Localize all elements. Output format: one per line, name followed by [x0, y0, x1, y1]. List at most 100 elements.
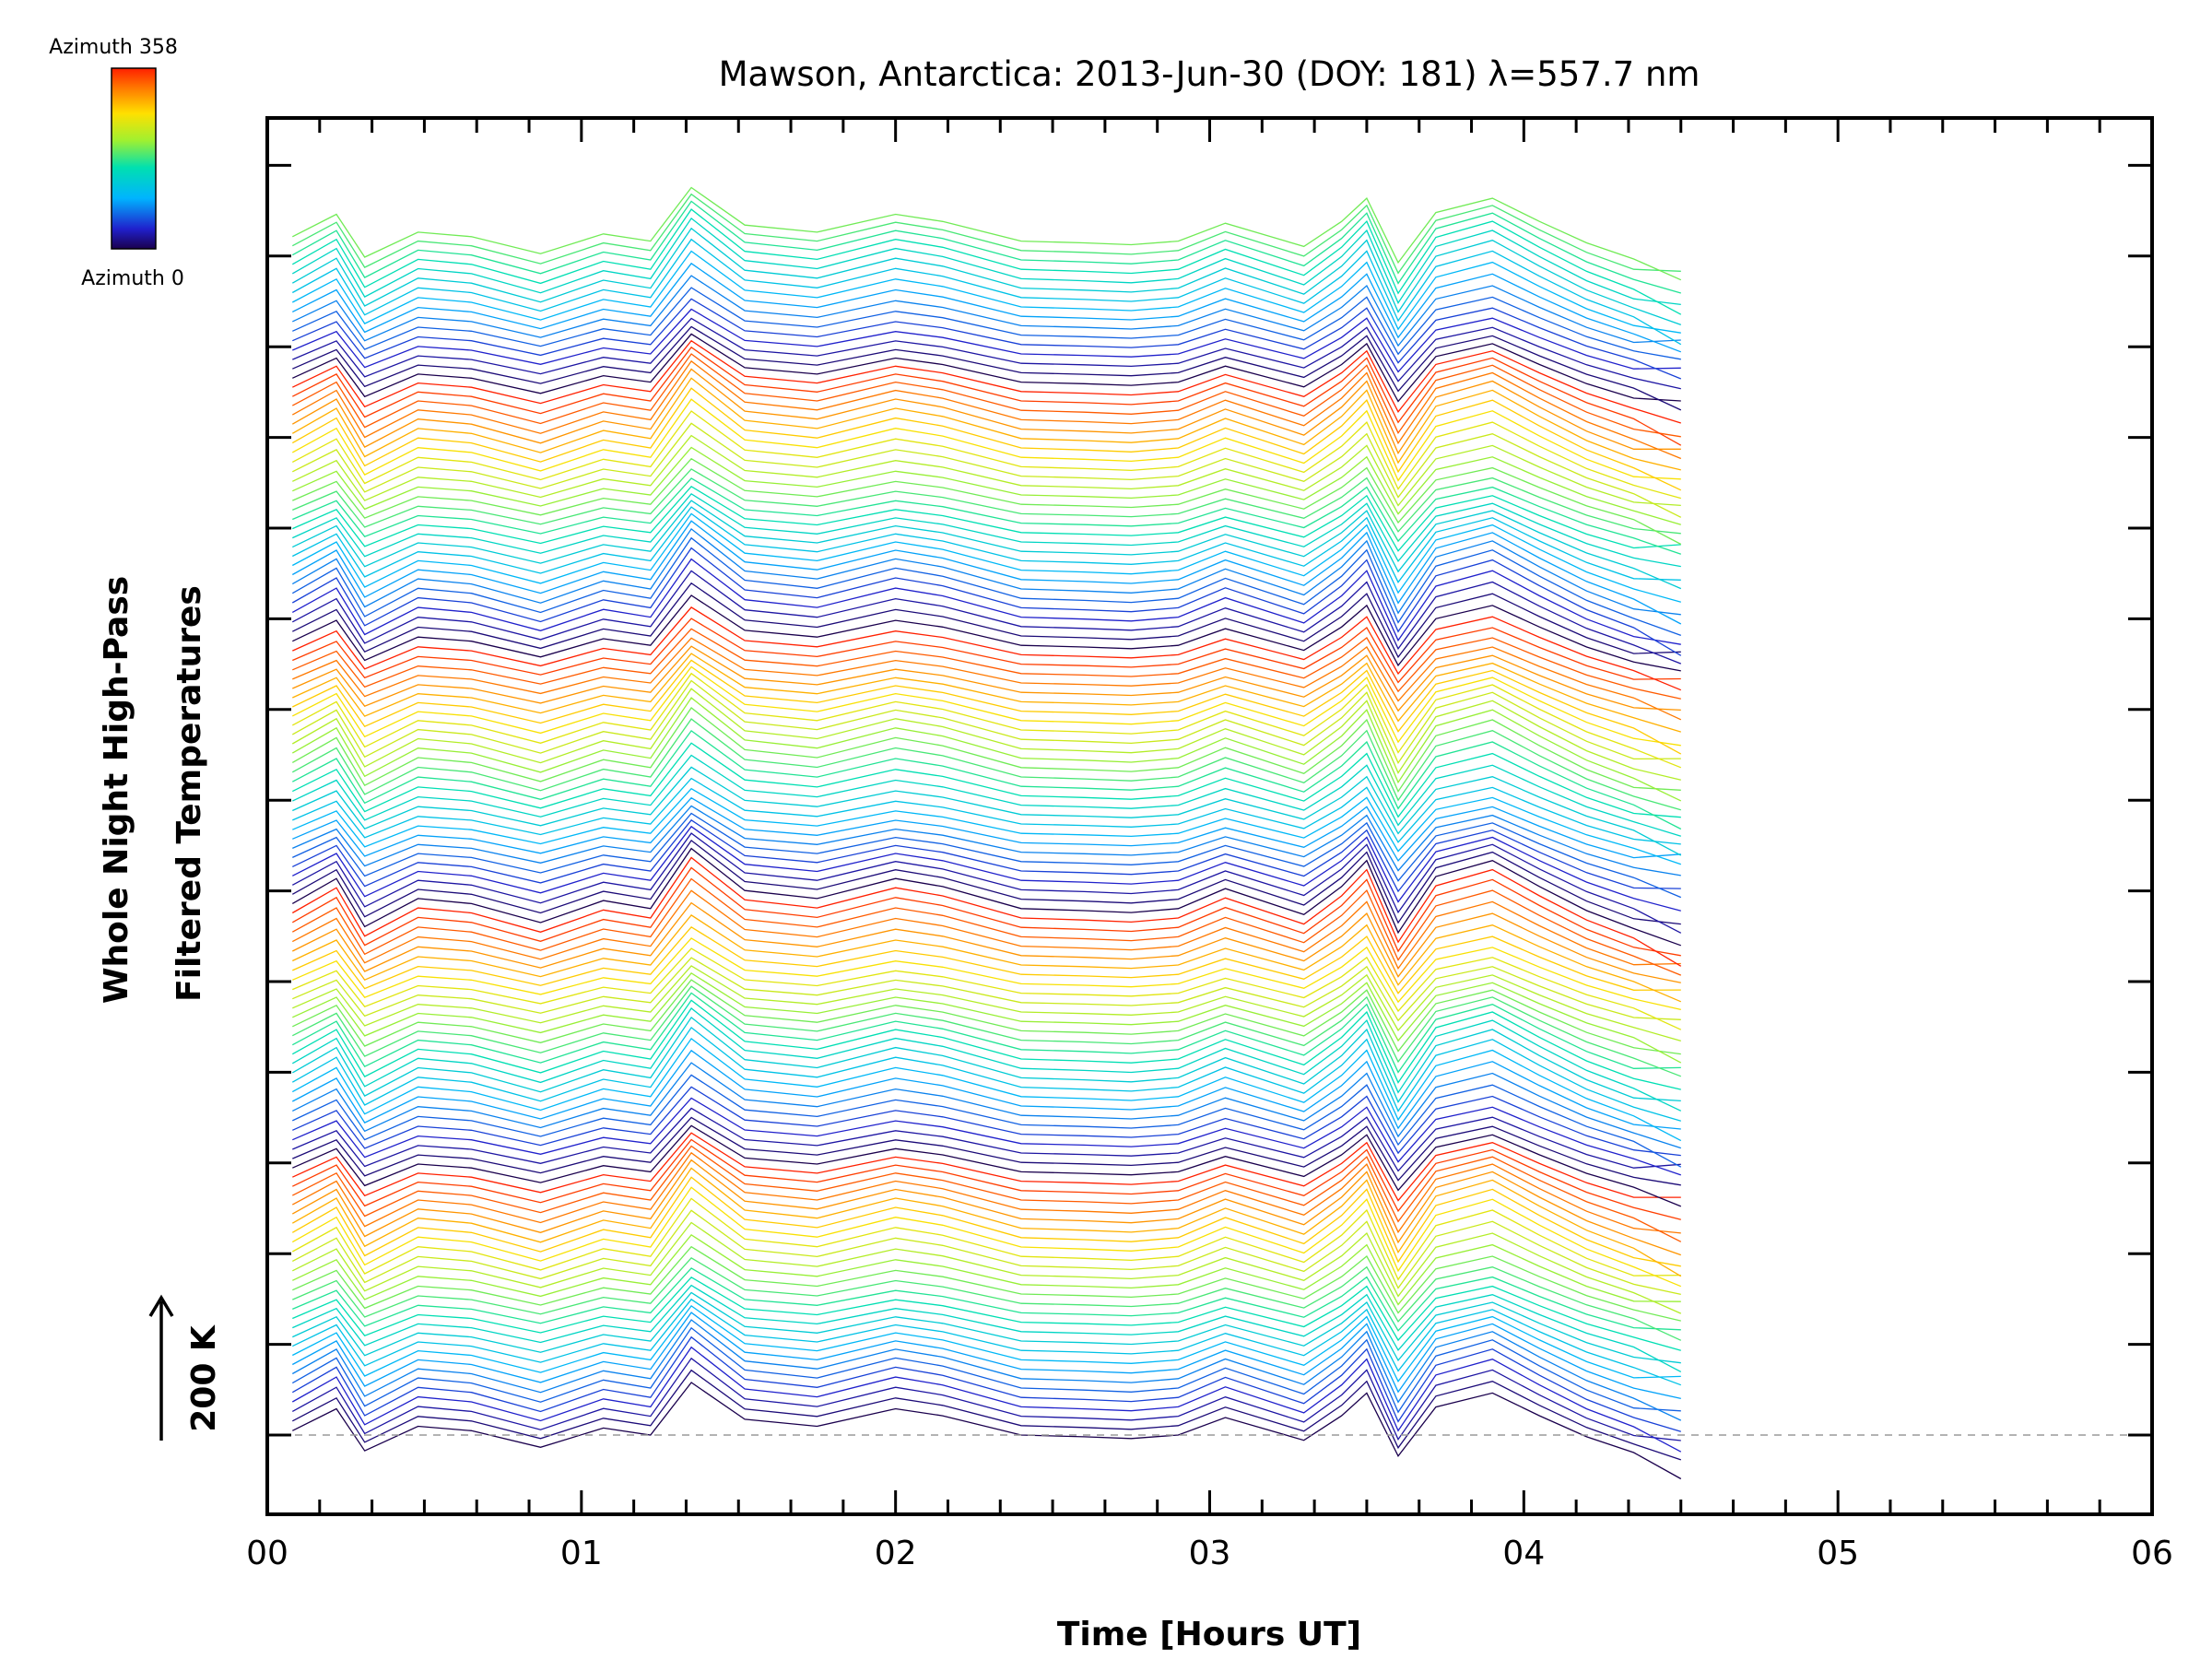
- trace-line-14: [292, 1256, 1682, 1341]
- trace-line-60: [292, 818, 1681, 893]
- trace-line-104: [291, 398, 1681, 482]
- trace-line-118: [292, 275, 1681, 347]
- trace-line-108: [291, 359, 1682, 460]
- trace-line-41: [291, 992, 1681, 1074]
- trace-line-78: [292, 653, 1681, 733]
- trace-line-32: [292, 1086, 1681, 1157]
- trace-line-10: [292, 1291, 1681, 1364]
- trace-line-68: [292, 742, 1681, 818]
- trace-line-5: [291, 1326, 1681, 1414]
- trace-line-12: [292, 1276, 1681, 1351]
- trace-line-127: [292, 186, 1682, 281]
- trace-line-59: [292, 825, 1681, 912]
- trace-stack: [291, 186, 1682, 1480]
- trace-line-18: [291, 1209, 1681, 1296]
- trace-line-67: [292, 754, 1681, 837]
- colorbar-gradient: [111, 67, 157, 250]
- trace-line-37: [291, 1026, 1681, 1122]
- trace-line-106: [291, 377, 1681, 471]
- trace-line-103: [291, 410, 1681, 500]
- trace-line-119: [292, 262, 1682, 353]
- trace-line-116: [292, 298, 1682, 380]
- trace-line-75: [291, 672, 1682, 769]
- colorbar-top-label: Azimuth 358: [49, 36, 178, 59]
- trace-line-84: [292, 594, 1681, 672]
- chart-title: Mawson, Antarctica: 2013-Jun-30 (DOY: 18…: [719, 54, 1700, 94]
- trace-line-83: [292, 606, 1682, 691]
- trace-line-23: [291, 1159, 1682, 1256]
- trace-line-92: [291, 512, 1681, 603]
- trace-line-86: [291, 570, 1682, 665]
- trace-line-19: [291, 1197, 1681, 1281]
- y-axis-label-line1: Whole Night High-Pass: [98, 576, 135, 1004]
- trace-line-46: [292, 957, 1681, 1022]
- trace-line-63: [292, 796, 1681, 862]
- trace-line-33: [292, 1074, 1682, 1168]
- trace-line-105: [291, 387, 1682, 491]
- trace-line-47: [292, 947, 1682, 1030]
- trace-line-20: [291, 1186, 1682, 1288]
- trace-line-110: [292, 346, 1682, 446]
- trace-line-57: [291, 839, 1681, 925]
- trace-line-35: [291, 1049, 1681, 1130]
- trace-line-125: [291, 200, 1681, 294]
- trace-line-3: [291, 1346, 1682, 1453]
- trace-line-89: [291, 536, 1682, 637]
- x-tick-label-02: 02: [875, 1535, 917, 1572]
- trace-line-24: [291, 1151, 1681, 1234]
- trace-line-36: [291, 1037, 1682, 1142]
- trace-line-17: [292, 1221, 1682, 1314]
- trace-line-90: [291, 527, 1681, 616]
- trace-line-117: [292, 287, 1681, 360]
- trace-line-0: [292, 1382, 1682, 1480]
- trace-line-91: [291, 520, 1682, 625]
- trace-line-2: [291, 1357, 1681, 1441]
- trace-line-11: [292, 1284, 1682, 1372]
- trace-line-45: [292, 965, 1681, 1042]
- plot-frame: [265, 116, 2154, 1516]
- trace-line-4: [291, 1335, 1681, 1432]
- trace-line-85: [292, 582, 1681, 659]
- trace-line-126: [291, 193, 1681, 275]
- trace-line-55: [291, 856, 1682, 967]
- trace-line-71: [291, 707, 1681, 794]
- trace-line-77: [292, 659, 1682, 755]
- trace-line-107: [291, 368, 1681, 454]
- trace-line-74: [291, 679, 1681, 765]
- trace-line-111: [292, 339, 1681, 424]
- trace-line-76: [292, 665, 1681, 747]
- trace-line-40: [291, 999, 1681, 1090]
- trace-line-56: [291, 847, 1682, 947]
- trace-line-113: [292, 325, 1682, 411]
- x-tick-label-00: 00: [246, 1535, 288, 1572]
- trace-line-94: [292, 500, 1682, 590]
- trace-line-115: [292, 308, 1681, 373]
- trace-line-82: [292, 618, 1681, 684]
- x-tick-label-03: 03: [1189, 1535, 1231, 1572]
- trace-line-8: [292, 1305, 1681, 1383]
- trace-line-69: [291, 729, 1682, 830]
- trace-line-100: [292, 446, 1681, 525]
- trace-line-99: [292, 457, 1682, 546]
- trace-line-87: [291, 558, 1681, 645]
- trace-line-43: [292, 979, 1681, 1055]
- scale-arrow-head: [148, 1294, 174, 1317]
- trace-line-6: [291, 1319, 1682, 1421]
- trace-line-7: [291, 1312, 1681, 1400]
- trace-line-73: [291, 688, 1681, 781]
- trace-line-61: [292, 812, 1682, 899]
- trace-line-97: [292, 477, 1682, 555]
- trace-line-62: [292, 805, 1681, 877]
- trace-line-114: [292, 317, 1681, 390]
- y-axis-label-line2: Filtered Temperatures: [171, 585, 208, 1002]
- trace-line-51: [292, 901, 1681, 983]
- trace-line-64: [292, 787, 1682, 865]
- x-tick-labels: 00 01 02 03 04 05 06: [246, 1535, 2173, 1572]
- trace-line-120: [291, 250, 1681, 334]
- trace-line-16: [292, 1233, 1681, 1306]
- x-tick-label-06: 06: [2131, 1535, 2173, 1572]
- trace-line-25: [292, 1145, 1682, 1242]
- trace-line-52: [291, 889, 1681, 970]
- trace-line-15: [292, 1245, 1681, 1322]
